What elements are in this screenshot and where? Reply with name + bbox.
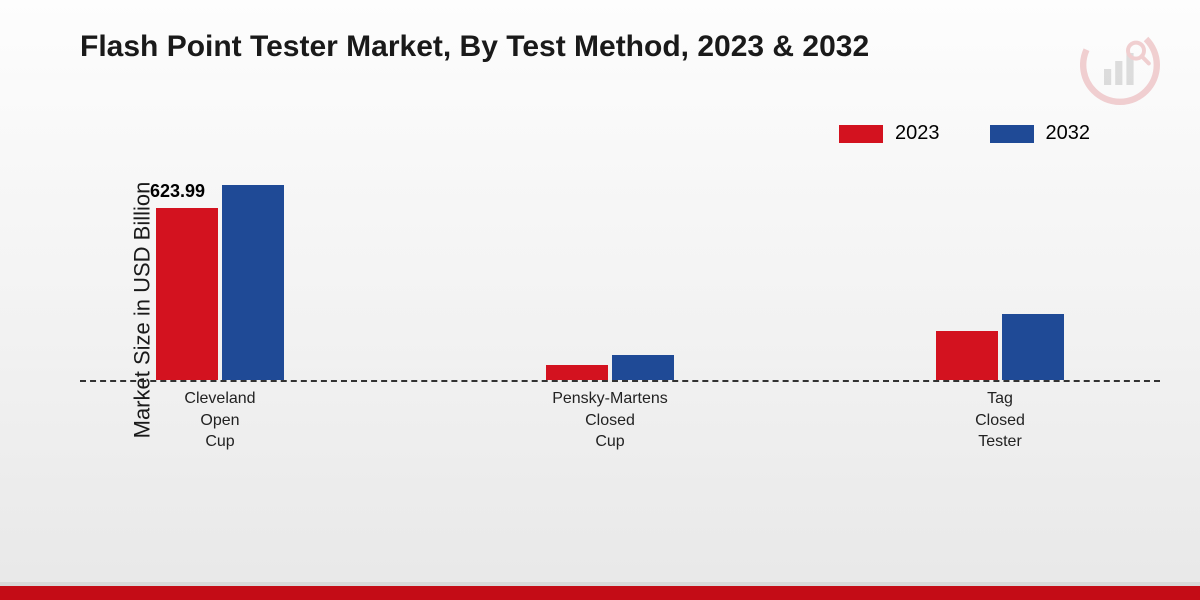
bar [222, 185, 284, 380]
footer-accent-bar [0, 582, 1200, 600]
bar-value-label: 623.99 [150, 181, 205, 202]
bar-group: 623.99 [120, 185, 320, 380]
bar-group [900, 314, 1100, 380]
legend-item-2032: 2032 [990, 122, 1091, 145]
chart-page: Flash Point Tester Market, By Test Metho… [0, 0, 1200, 600]
bar [612, 355, 674, 380]
plot-area: 623.99Cleveland Open CupPensky-Martens C… [80, 160, 1160, 440]
bar [156, 208, 218, 380]
chart-title: Flash Point Tester Market, By Test Metho… [80, 30, 869, 64]
x-axis-baseline [80, 380, 1160, 382]
bar [936, 331, 998, 381]
legend: 2023 2032 [839, 122, 1090, 145]
x-axis-category-label: Pensky-Martens Closed Cup [510, 388, 710, 453]
legend-swatch-2032 [990, 125, 1034, 143]
bar [1002, 314, 1064, 380]
bar-group [510, 355, 710, 380]
x-axis-category-label: Cleveland Open Cup [120, 388, 320, 453]
bar [546, 365, 608, 380]
legend-swatch-2023 [839, 125, 883, 143]
x-axis-category-label: Tag Closed Tester [900, 388, 1100, 453]
legend-label-2023: 2023 [895, 122, 940, 145]
watermark-logo-icon [1080, 25, 1160, 105]
legend-item-2023: 2023 [839, 122, 940, 145]
legend-label-2032: 2032 [1046, 122, 1091, 145]
